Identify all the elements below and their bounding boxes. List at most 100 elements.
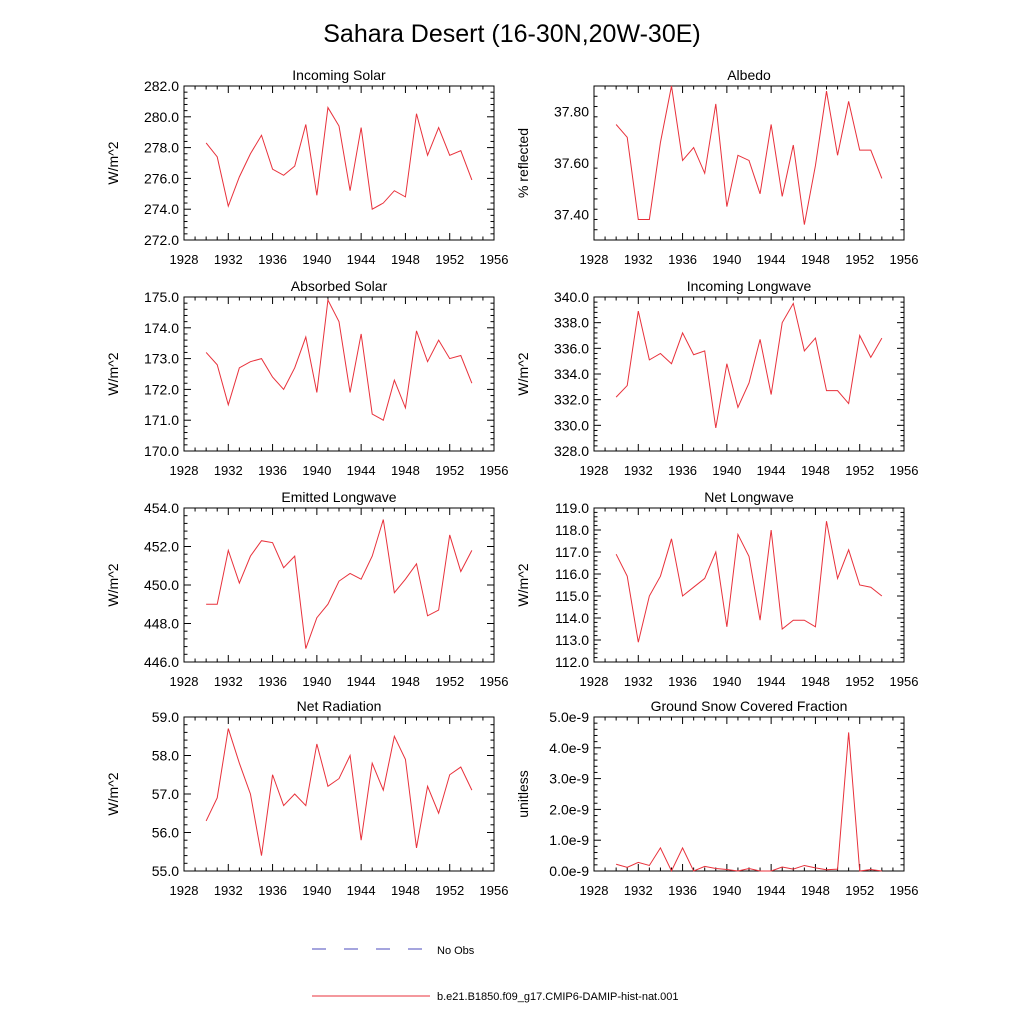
series-line [205,298,473,421]
series-line [615,85,883,225]
y-tick-label: 118.0 [555,522,589,538]
x-tick-label: 1928 [170,252,199,267]
legend-label: b.e21.B1850.f09_g17.CMIP6-DAMIP-hist-nat… [437,991,679,1003]
y-tick-label: 5.0e-9 [549,709,589,725]
y-tick-label: 2.0e-9 [549,801,589,817]
x-tick-label: 1956 [480,674,509,689]
x-tick-label: 1948 [801,252,830,267]
y-tick-label: 115.0 [555,588,589,604]
y-tick-label: 37.60 [554,155,589,171]
x-tick-label: 1948 [391,252,420,267]
y-tick-label: 274.0 [144,201,179,217]
y-tick-label: 173.0 [144,351,179,367]
panel-title: Net Radiation [297,698,382,714]
panel-title: Incoming Solar [292,67,386,83]
x-tick-label: 1956 [480,463,509,478]
x-tick-label: 1928 [580,252,609,267]
x-tick-label: 1932 [214,252,243,267]
series-line [616,732,882,873]
y-tick-label: 37.40 [554,206,589,222]
panel-6: Net Longwave 1928 1932 1936 1940 1944 1948 1952… [515,489,918,689]
series-line [615,302,883,428]
legend-entry-model: b.e21.B1850.f09_g17.CMIP6-DAMIP-hist-nat… [312,991,679,1003]
y-tick-label: 116.0 [555,566,589,582]
panel-title: Albedo [727,67,771,83]
y-tick-label: 276.0 [144,170,179,186]
x-tick-label: 1944 [347,674,376,689]
y-tick-label: 37.80 [554,104,589,120]
x-tick-label: 1948 [391,674,420,689]
x-tick-label: 1952 [435,252,464,267]
y-axis-label: W/m^2 [515,352,531,395]
x-tick-label: 1948 [391,463,420,478]
panel-4: Incoming Longwave 1928 1932 1936 1940 1944 194… [515,278,918,478]
y-tick-label: 332.0 [554,392,589,408]
x-tick-label: 1944 [347,252,376,267]
y-tick-label: 3.0e-9 [549,771,589,787]
x-tick-label: 1956 [890,252,919,267]
x-tick-label: 1940 [302,463,331,478]
x-tick-label: 1956 [480,252,509,267]
y-tick-label: 452.0 [144,539,179,555]
x-tick-label: 1928 [170,463,199,478]
x-tick-label: 1952 [845,252,874,267]
x-tick-label: 1940 [712,463,741,478]
x-tick-label: 1944 [347,883,376,898]
y-tick-label: 112.0 [555,654,589,670]
y-tick-label: 119.0 [555,500,589,516]
x-tick-label: 1948 [391,883,420,898]
x-tick-label: 1932 [214,883,243,898]
panel-title: Incoming Longwave [687,278,812,294]
y-tick-label: 272.0 [144,232,179,248]
y-tick-label: 170.0 [144,443,179,459]
y-tick-label: 57.0 [152,786,179,802]
x-tick-label: 1944 [757,463,786,478]
panel-1: Incoming Solar 1928 1932 1936 1940 1944 1948 19… [105,67,508,267]
y-tick-label: 174.0 [144,320,179,336]
y-tick-label: 336.0 [554,340,589,356]
y-axis-label: W/m^2 [105,563,121,606]
y-tick-label: 175.0 [144,289,179,305]
plot-frame [593,85,905,241]
y-axis-label: unitless [515,770,531,817]
x-tick-label: 1952 [435,674,464,689]
panel-7: Net Radiation 1928 1932 1936 1940 1944 1948 195… [105,698,508,898]
y-tick-label: 328.0 [554,443,589,459]
y-tick-label: 55.0 [152,863,179,879]
x-tick-label: 1928 [170,883,199,898]
x-tick-label: 1940 [712,883,741,898]
y-axis-label: W/m^2 [105,772,121,815]
panel-title: Absorbed Solar [291,278,388,294]
x-tick-label: 1952 [845,463,874,478]
x-tick-label: 1936 [668,883,697,898]
x-tick-label: 1936 [668,463,697,478]
x-tick-label: 1940 [302,252,331,267]
panel-title: Net Longwave [704,489,794,505]
y-tick-label: 330.0 [554,417,589,433]
plot-frame [183,85,495,241]
y-tick-label: 448.0 [144,616,179,632]
y-tick-label: 282.0 [144,78,179,94]
plot-frame [183,507,495,663]
y-tick-label: 450.0 [144,577,179,593]
y-tick-label: 171.0 [144,412,179,428]
x-tick-label: 1952 [845,883,874,898]
x-tick-label: 1952 [435,883,464,898]
legend: No Obs b.e21.B1850.f09_g17.CMIP6-DAMIP-hi… [312,945,679,1003]
series-line [205,106,473,210]
x-tick-label: 1948 [801,674,830,689]
series-line [205,728,473,856]
legend-label: No Obs [437,945,475,957]
y-tick-label: 114.0 [555,610,589,626]
x-tick-label: 1944 [757,252,786,267]
x-tick-label: 1948 [801,463,830,478]
panels: Incoming Solar 1928 1932 1936 1940 1944 1948 19… [105,67,918,898]
series-line [615,521,883,643]
x-tick-label: 1952 [435,463,464,478]
y-tick-label: 340.0 [554,289,589,305]
panel-2: Albedo 1928 1932 1936 1940 1944 1948 1952 1956 37… [515,67,918,267]
x-tick-label: 1952 [845,674,874,689]
x-tick-label: 1956 [890,674,919,689]
x-tick-label: 1944 [347,463,376,478]
